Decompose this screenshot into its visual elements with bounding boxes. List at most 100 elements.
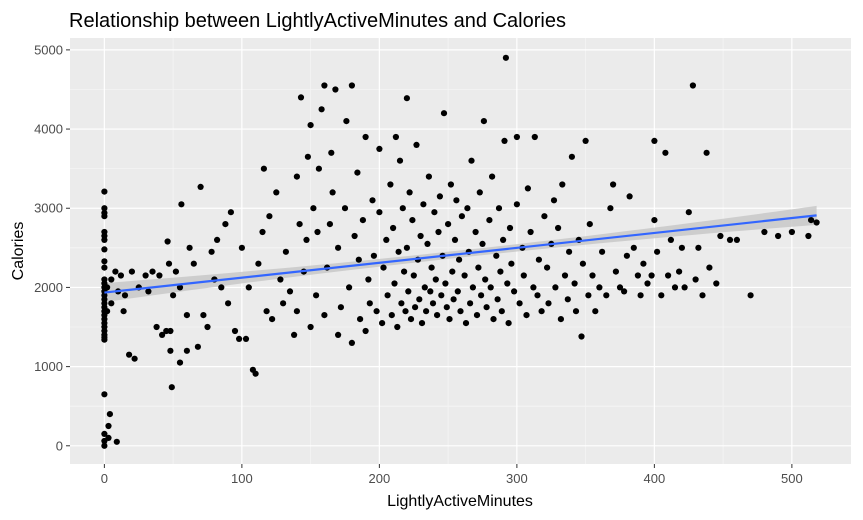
- data-point: [808, 217, 815, 224]
- data-point: [706, 264, 713, 271]
- data-point: [391, 280, 398, 287]
- data-point: [101, 258, 108, 265]
- data-point: [449, 268, 456, 275]
- data-point: [550, 197, 558, 204]
- data-points: [101, 54, 820, 449]
- data-point: [445, 221, 452, 228]
- data-point: [489, 173, 496, 180]
- data-point: [572, 308, 580, 315]
- data-point: [170, 292, 177, 299]
- data-point: [183, 312, 190, 319]
- data-point: [662, 149, 669, 156]
- data-point: [314, 228, 321, 236]
- data-point: [523, 312, 530, 319]
- data-point: [487, 284, 494, 291]
- data-point: [172, 268, 179, 275]
- data-point: [369, 197, 376, 204]
- data-point: [607, 205, 614, 212]
- data-point: [534, 292, 541, 299]
- data-point: [603, 292, 610, 299]
- data-point: [357, 316, 364, 323]
- data-point: [457, 308, 464, 315]
- data-point: [200, 312, 207, 319]
- x-tick-label: 300: [506, 471, 528, 486]
- data-point: [366, 300, 373, 307]
- data-point: [269, 316, 276, 323]
- data-point: [431, 209, 438, 216]
- y-tick-label: 3000: [34, 201, 63, 216]
- data-point: [348, 339, 355, 346]
- data-point: [176, 284, 184, 291]
- data-point: [703, 149, 710, 156]
- data-point: [541, 213, 548, 220]
- data-point: [260, 165, 267, 172]
- data-point: [524, 185, 532, 192]
- data-point: [671, 284, 679, 291]
- data-point: [112, 268, 119, 275]
- data-point: [538, 308, 545, 315]
- data-point: [101, 336, 108, 343]
- data-point: [332, 86, 339, 93]
- data-point: [586, 221, 593, 228]
- data-point: [578, 333, 585, 340]
- data-point: [380, 264, 387, 271]
- data-point: [733, 236, 741, 243]
- data-point: [120, 308, 127, 315]
- data-point: [490, 316, 497, 323]
- data-point: [263, 308, 270, 315]
- data-point: [321, 82, 328, 89]
- data-point: [582, 137, 589, 144]
- data-point: [346, 284, 353, 291]
- data-point: [630, 244, 637, 251]
- data-point: [689, 82, 697, 89]
- data-point: [341, 205, 349, 212]
- x-axis-ticks: 0 100 200 300 400 500: [101, 464, 803, 486]
- data-point: [383, 236, 390, 243]
- data-point: [208, 248, 215, 255]
- data-point: [559, 181, 566, 188]
- data-point: [315, 165, 322, 172]
- data-point: [376, 145, 383, 152]
- data-point: [245, 284, 252, 291]
- data-point: [747, 292, 754, 299]
- data-point: [183, 347, 190, 354]
- data-point: [475, 264, 482, 271]
- data-point: [571, 280, 578, 287]
- data-point: [685, 209, 692, 216]
- data-point: [506, 224, 514, 232]
- data-point: [310, 205, 317, 212]
- data-point: [494, 296, 501, 303]
- data-point: [699, 292, 706, 299]
- data-point: [561, 272, 569, 279]
- data-point: [458, 213, 465, 220]
- x-tick-label: 100: [231, 471, 253, 486]
- data-point: [390, 224, 397, 232]
- data-point: [527, 228, 534, 236]
- data-point: [412, 304, 419, 311]
- data-point: [678, 244, 686, 251]
- data-point: [599, 248, 606, 255]
- data-point: [726, 236, 734, 243]
- data-point: [531, 133, 538, 141]
- data-point: [252, 370, 259, 377]
- data-point: [365, 276, 372, 283]
- data-point: [596, 284, 603, 291]
- data-point: [376, 209, 383, 216]
- data-point: [493, 252, 500, 259]
- data-point: [530, 284, 537, 291]
- data-point: [420, 201, 427, 208]
- x-tick-label: 0: [101, 471, 108, 486]
- data-point: [407, 316, 415, 323]
- data-point: [813, 219, 820, 226]
- data-point: [612, 268, 620, 275]
- data-point: [665, 272, 672, 279]
- data-point: [516, 300, 523, 307]
- data-point: [402, 308, 409, 315]
- data-point: [500, 236, 507, 243]
- data-point: [436, 193, 443, 200]
- data-point: [396, 157, 404, 164]
- data-point: [101, 430, 108, 437]
- data-point: [443, 304, 450, 311]
- data-point: [236, 335, 243, 342]
- data-point: [403, 95, 410, 102]
